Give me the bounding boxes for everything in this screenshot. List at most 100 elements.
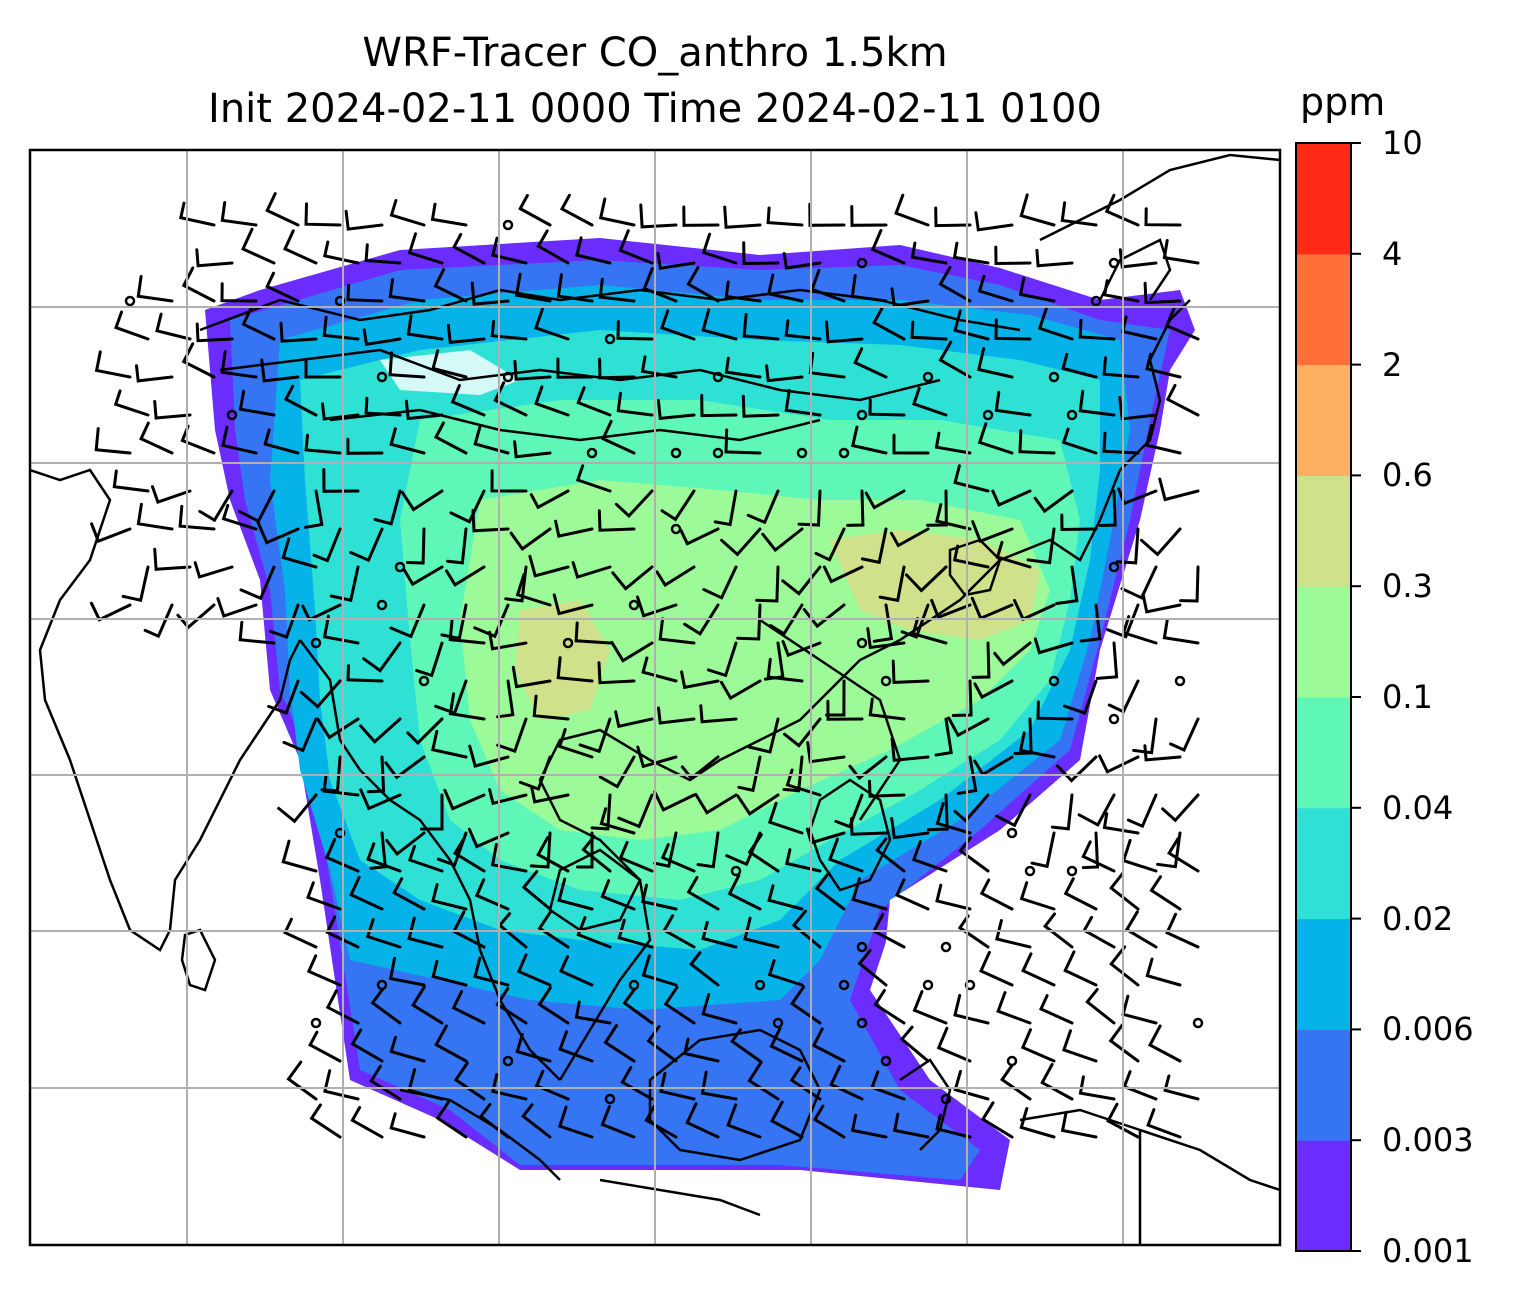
wind-barb	[94, 350, 132, 379]
calm-wind-marker	[940, 941, 952, 953]
wind-barb	[389, 1112, 426, 1139]
wind-barb	[1145, 352, 1182, 379]
wind-barb	[1019, 1107, 1056, 1139]
wind-barb	[406, 717, 444, 746]
wind-barb	[581, 835, 612, 873]
wind-barb	[911, 386, 948, 417]
wind-barb	[878, 565, 906, 603]
colorbar-segment	[1296, 918, 1351, 1030]
wind-barb	[384, 755, 426, 780]
wind-barb	[926, 489, 948, 527]
wind-barb	[1143, 281, 1182, 305]
wind-barb	[509, 527, 552, 551]
wind-barb	[784, 319, 822, 341]
calm-wind-marker	[376, 599, 388, 611]
wind-barb	[304, 489, 324, 529]
field-olive	[830, 530, 1040, 640]
calm-wind-marker	[1048, 675, 1060, 687]
wind-barb	[656, 251, 696, 271]
wind-barb	[515, 572, 552, 607]
wind-barb	[350, 1106, 384, 1139]
wind-barb	[850, 817, 888, 836]
colorbar-unit-label: ppm	[1300, 80, 1386, 124]
calm-wind-marker	[712, 371, 724, 383]
wind-barb	[746, 489, 780, 525]
wind-barb	[682, 205, 720, 227]
wind-barb	[304, 202, 342, 227]
wind-barb	[848, 755, 888, 781]
wind-barb	[868, 779, 906, 798]
calm-wind-marker	[1090, 295, 1102, 307]
wind-barb	[89, 601, 132, 622]
wind-barb	[1165, 912, 1200, 949]
calm-wind-marker	[376, 371, 388, 383]
wind-barb	[179, 201, 216, 227]
wind-barb	[430, 202, 468, 227]
wind-barb	[660, 489, 696, 522]
wind-barb	[369, 1064, 402, 1101]
wind-barb	[1120, 565, 1158, 600]
calm-wind-marker	[1192, 1017, 1204, 1029]
wind-barb	[537, 909, 570, 949]
wind-barb	[1146, 1108, 1182, 1139]
wind-barb	[431, 729, 468, 759]
calm-wind-marker	[670, 447, 682, 459]
wind-barb	[797, 489, 822, 527]
wind-barb	[828, 837, 864, 873]
wind-barb	[446, 527, 468, 565]
wind-barb	[994, 390, 1032, 417]
wind-barb	[811, 1027, 846, 1063]
wind-barb	[911, 840, 948, 873]
calm-wind-marker	[856, 257, 868, 269]
wind-barb	[536, 229, 570, 265]
wind-barb	[1055, 565, 1079, 605]
wind-barb	[496, 717, 528, 754]
wind-barb	[640, 355, 678, 379]
calm-wind-marker	[940, 1093, 952, 1105]
wind-barb	[767, 959, 804, 987]
wind-barb	[181, 342, 216, 379]
wind-barb	[935, 801, 972, 835]
wind-barb	[957, 914, 990, 949]
wind-barb	[1117, 487, 1158, 506]
wind-barb	[892, 1112, 930, 1139]
wind-barb	[304, 359, 342, 379]
wind-barb	[283, 917, 318, 949]
calm-wind-marker	[982, 409, 994, 421]
wind-barb	[890, 816, 930, 840]
wind-barb	[653, 831, 678, 868]
wind-barb	[742, 312, 780, 341]
calm-wind-marker	[124, 295, 136, 307]
colorbar-tick-label: 0.04	[1382, 788, 1454, 827]
coast-korea	[1098, 238, 1172, 301]
wind-barb	[359, 717, 402, 744]
wind-barb	[953, 464, 990, 493]
wind-barb	[701, 232, 738, 265]
wind-barb	[979, 950, 1014, 987]
wind-barb	[1081, 831, 1100, 870]
wind-barb	[1078, 389, 1116, 417]
wind-barb	[513, 359, 552, 381]
wind-barb	[350, 1028, 384, 1063]
wind-barb	[406, 314, 444, 341]
wind-barb	[1018, 429, 1056, 455]
wind-barb	[153, 547, 192, 571]
calm-wind-marker	[1108, 713, 1120, 725]
calm-wind-marker	[1006, 827, 1018, 839]
wind-barb	[153, 400, 192, 420]
wind-barb	[658, 617, 696, 645]
wind-barb	[769, 1100, 804, 1139]
wind-barb	[767, 273, 804, 303]
wind-barb	[853, 347, 888, 379]
wind-barb	[521, 870, 552, 911]
colorbar-tick-label: 2	[1382, 345, 1403, 384]
wind-barb	[431, 883, 468, 911]
wind-barb	[971, 641, 991, 679]
wind-barb	[724, 356, 762, 379]
wind-barb	[533, 306, 570, 341]
wind-barb	[1147, 1024, 1182, 1063]
wind-barb	[1106, 1102, 1140, 1139]
wind-barb	[892, 433, 930, 455]
wind-barb	[726, 1103, 762, 1139]
wind-barb	[452, 233, 486, 265]
